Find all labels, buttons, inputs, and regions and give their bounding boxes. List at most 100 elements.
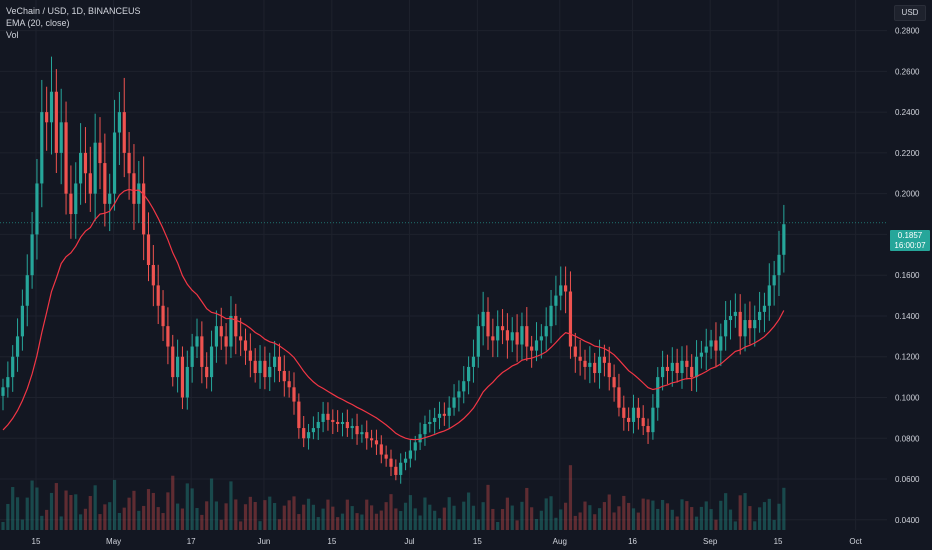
candle-body [593,362,597,374]
candle-body [384,454,388,459]
volume-bar [161,513,165,530]
candle-body [336,421,340,424]
candle-body [641,417,645,427]
candle-body [457,391,461,398]
candle-body [767,285,771,306]
volume-bar [273,503,277,530]
volume-bar [496,521,500,530]
candle-body [544,326,548,337]
volume-bar [35,487,39,530]
ema-indicator-label[interactable]: EMA (20, close) [6,18,70,28]
price-tick-label: 0.0600 [895,475,920,484]
candle-body [156,285,160,306]
candle-body [442,413,446,416]
volume-indicator-label[interactable]: Vol [6,30,19,40]
volume-bar [665,503,670,530]
volume-bar [20,519,24,530]
volume-bar [74,494,78,530]
volume-bar [316,517,320,530]
candle-body [224,336,228,347]
volume-bar [772,519,776,530]
time-tick-label: 15 [32,537,41,546]
candle-body [40,112,44,184]
volume-bar [331,506,335,530]
candle-body [588,362,592,367]
candle-body [685,360,689,367]
volume-bar [389,494,393,530]
volume-bar [98,514,102,530]
candle-body [127,152,131,174]
candle-body [243,340,248,351]
time-tick-label: Jun [257,537,270,546]
volume-bar [748,506,752,530]
volume-bar [239,521,243,530]
volume-bar [680,499,684,530]
candle-body [205,366,209,378]
volume-bar [40,515,44,530]
candle-body [408,450,412,459]
volume-bar [384,502,388,530]
candle-body [733,311,737,316]
candle-body [680,360,684,374]
volume-bar [142,505,146,530]
volume-bar [675,516,679,530]
time-tick-label: Sep [703,537,718,546]
candle-body [471,356,476,367]
volume-bar [151,492,155,530]
time-tick-label: 15 [327,537,336,546]
volume-bar [767,498,771,530]
price-tick-label: 0.2000 [895,190,920,199]
volume-bar [568,465,573,530]
candle-body [728,315,733,321]
candle-body [452,397,456,408]
volume-bar [724,493,728,530]
volume-bar [379,510,383,530]
volume-bar [602,502,606,530]
volume-bar [399,511,403,530]
candle-body [564,285,568,292]
time-axis[interactable]: 15May17Jun15Jul15Aug16Sep15Oct18Nov15 [32,537,932,546]
candle-body [399,462,403,475]
candle-body [525,326,529,347]
candle-body [49,91,54,123]
candle-body [180,356,185,398]
candle-body [772,275,776,286]
time-tick-label: May [106,537,121,546]
volume-bar [45,509,49,530]
candle-body [108,193,112,204]
candle-body [694,356,699,378]
currency-button[interactable]: USD [894,5,926,21]
volume-bar [433,510,437,530]
candle-body [74,183,78,215]
volume-bar [481,502,485,530]
volume-bar [219,519,223,530]
volume-bar [176,503,180,530]
candle-body [656,377,660,408]
volume-bar [515,520,519,530]
volume-bar [777,503,781,530]
candle-body [500,326,505,331]
candle-body [219,326,223,337]
symbol-title[interactable]: VeChain / USD, 1D, BINANCEUS [6,6,141,16]
volume-bar [345,499,349,530]
volume-bar [452,505,456,530]
candle-body [661,366,665,378]
candle-body [214,326,218,347]
volume-bar [694,516,699,530]
time-tick-label: Aug [553,537,567,546]
volume-bar [520,501,524,530]
candle-body [316,421,320,429]
price-tick-label: 0.2600 [895,67,920,76]
candle-body [486,311,490,337]
volume-bar [418,515,422,530]
candle-body [554,295,558,306]
volume-bar [127,497,131,530]
volume-bar [573,515,577,530]
volume-bar [374,513,379,530]
volume-bar [564,502,568,530]
volume-bar [321,508,325,530]
candle-body [413,442,417,451]
volume-bar [103,504,107,530]
volume-bar [699,506,703,530]
